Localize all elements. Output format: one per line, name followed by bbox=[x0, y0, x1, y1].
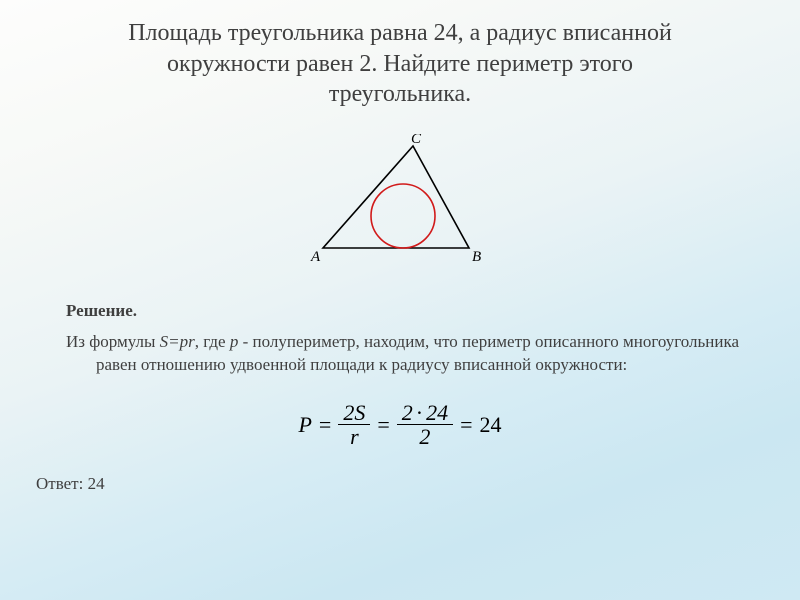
sym-P: P bbox=[298, 412, 311, 438]
triangle-figure: A B C bbox=[36, 134, 764, 271]
num-24: 24 bbox=[426, 400, 448, 425]
vertex-label-A: A bbox=[310, 249, 321, 265]
eq-1: = bbox=[319, 412, 331, 438]
inscribed-circle bbox=[371, 184, 435, 248]
mult-dot: · bbox=[416, 400, 423, 425]
eq-2: = bbox=[377, 412, 389, 438]
triangle-svg: A B C bbox=[305, 134, 495, 266]
perimeter-formula: P = 2S r = 2·24 2 = 24 bbox=[298, 401, 501, 448]
title-line-3: треугольника. bbox=[329, 81, 471, 107]
answer-label: Ответ: bbox=[36, 474, 88, 493]
result-24: 24 bbox=[480, 412, 502, 438]
para-mid1: , где bbox=[195, 332, 230, 351]
para-formula-Spr: S=pr bbox=[160, 332, 195, 351]
solution-label: Решение. bbox=[66, 301, 764, 321]
answer-value: 24 bbox=[88, 474, 105, 493]
den-r: r bbox=[345, 425, 364, 448]
vertex-label-B: B bbox=[472, 249, 481, 265]
num-2x24: 2·24 bbox=[397, 401, 453, 425]
triangle-shape bbox=[323, 146, 469, 248]
problem-title: Площадь треугольника равна 24, а радиус … bbox=[36, 18, 764, 110]
answer-line: Ответ: 24 bbox=[36, 474, 764, 494]
num-2: 2 bbox=[402, 400, 413, 425]
formula-block: P = 2S r = 2·24 2 = 24 bbox=[36, 401, 764, 448]
title-line-2: окружности равен 2. Найдите периметр это… bbox=[167, 51, 633, 77]
num-2S: 2S bbox=[338, 401, 370, 425]
den-2: 2 bbox=[414, 425, 435, 448]
frac-2S-over-r: 2S r bbox=[338, 401, 370, 448]
eq-3: = bbox=[460, 412, 472, 438]
title-line-1: Площадь треугольника равна 24, а радиус … bbox=[128, 20, 672, 46]
frac-numeric: 2·24 2 bbox=[397, 401, 453, 448]
para-prefix: Из формулы bbox=[66, 332, 160, 351]
solution-paragraph: Из формулы S=pr, где p - полупериметр, н… bbox=[66, 331, 764, 377]
vertex-label-C: C bbox=[411, 134, 422, 147]
